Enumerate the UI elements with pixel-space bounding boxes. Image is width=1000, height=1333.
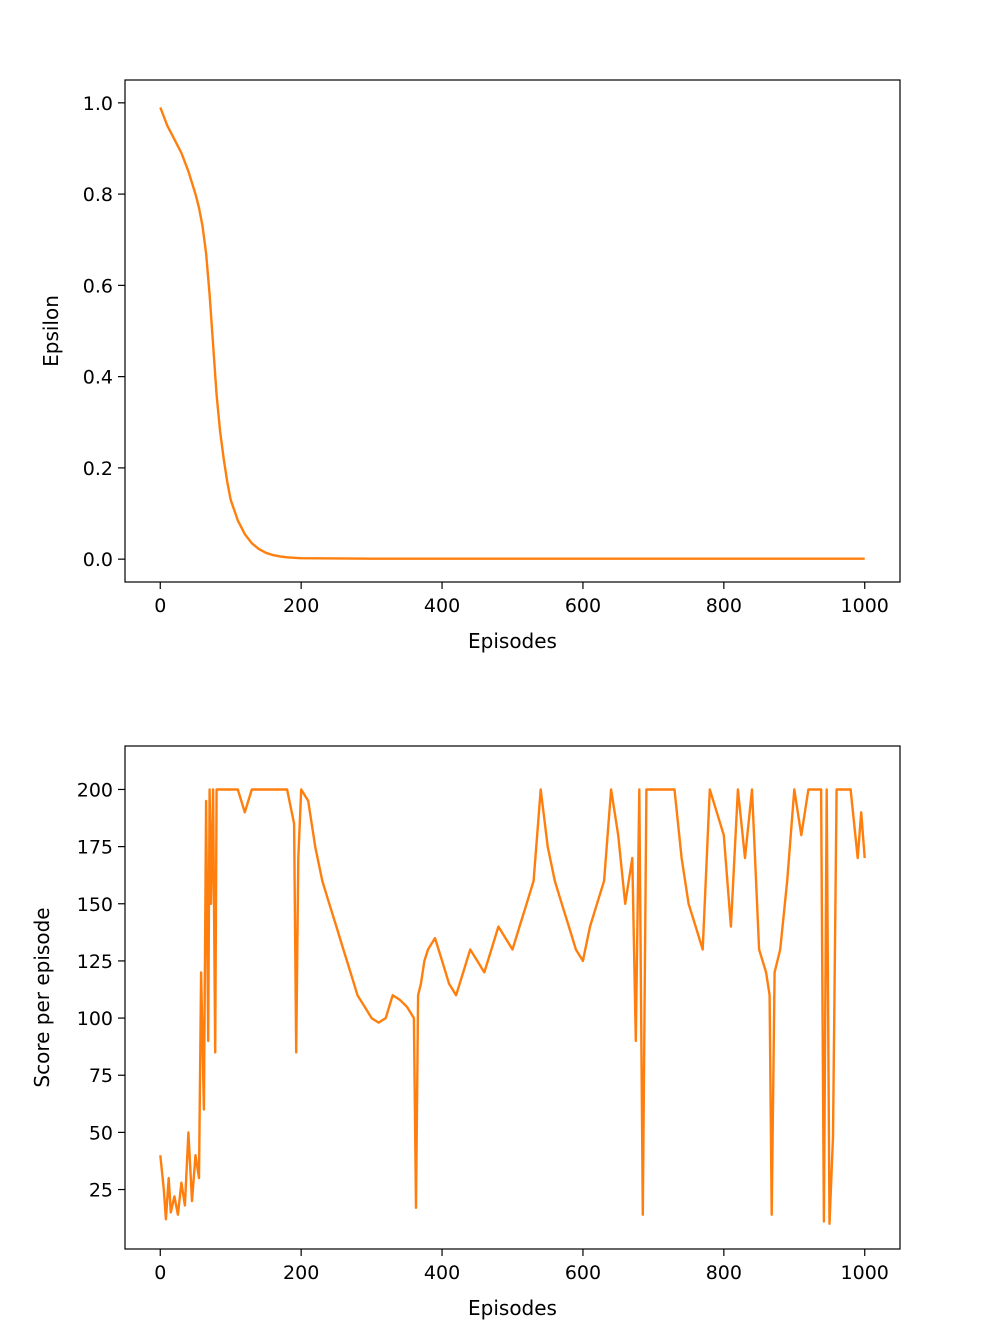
plot-frame xyxy=(124,745,901,1250)
y-tick-label: 0.8 xyxy=(83,184,113,206)
x-tick-label: 200 xyxy=(283,595,319,617)
y-tick-label: 75 xyxy=(89,1065,113,1087)
x-tick-label: 0 xyxy=(154,1262,166,1284)
y-tick-label: 200 xyxy=(77,779,113,801)
y-tick-label: 0.6 xyxy=(83,275,113,297)
x-tick-label: 0 xyxy=(154,595,166,617)
x-tick-label: 400 xyxy=(424,595,460,617)
y-tick-label: 25 xyxy=(89,1180,113,1202)
x-axis-label: Episodes xyxy=(468,1296,557,1320)
x-axis-label: Episodes xyxy=(468,629,557,653)
x-tick-label: 800 xyxy=(706,595,742,617)
x-tick-label: 800 xyxy=(706,1262,742,1284)
x-tick-label: 400 xyxy=(424,1262,460,1284)
y-axis-label: Score per episode xyxy=(30,907,54,1087)
y-tick-label: 50 xyxy=(89,1122,113,1144)
y-tick-label: 150 xyxy=(77,894,113,916)
y-tick-label: 0.4 xyxy=(83,367,113,389)
series-line xyxy=(159,106,865,560)
y-tick-label: 100 xyxy=(77,1008,113,1030)
score-chart: 0 200 400 600 800 1000 25 50 75 100 125 150 175 200 Ep… xyxy=(30,745,901,1320)
y-tick-label: 175 xyxy=(77,837,113,859)
epsilon-chart: 0 200 400 600 800 1000 0.0 0.2 0.4 0.6 0.8 1.0 Episo… xyxy=(39,79,901,653)
y-tick-label: 0.2 xyxy=(83,458,113,480)
series-line xyxy=(159,788,866,1226)
x-tick-label: 200 xyxy=(283,1262,319,1284)
x-tick-label: 600 xyxy=(565,1262,601,1284)
y-tick-label: 0.0 xyxy=(83,549,113,571)
y-tick-label: 1.0 xyxy=(83,93,113,115)
y-tick-label: 125 xyxy=(77,951,113,973)
x-tick-label: 1000 xyxy=(841,595,889,617)
plot-frame xyxy=(124,79,901,583)
y-axis-label: Epsilon xyxy=(39,295,63,367)
x-tick-label: 600 xyxy=(565,595,601,617)
x-tick-label: 1000 xyxy=(841,1262,889,1284)
